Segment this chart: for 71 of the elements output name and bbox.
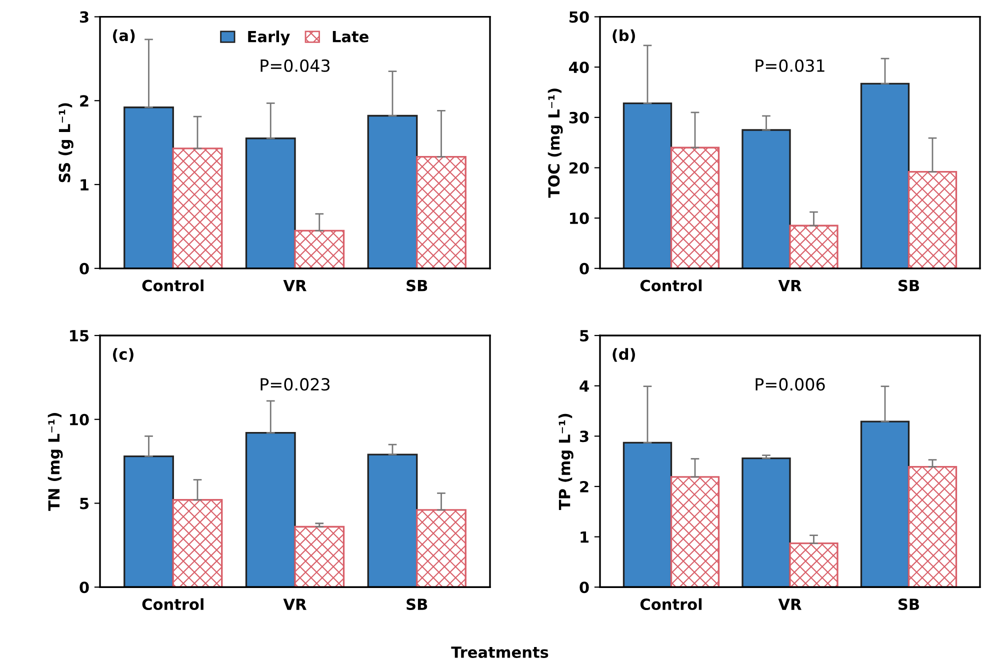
y-tick-label: 5 xyxy=(580,330,589,342)
bar xyxy=(172,499,223,588)
text: (b) xyxy=(612,29,635,43)
bar xyxy=(245,432,296,588)
legend-label: Early xyxy=(248,30,290,46)
text: (d) xyxy=(612,348,635,362)
x-tick-label: SB xyxy=(406,280,428,292)
x-tick-label: SB xyxy=(406,598,428,610)
x-tick-label: SB xyxy=(898,598,919,610)
bar xyxy=(908,466,958,588)
text: (c) xyxy=(113,348,134,362)
bar xyxy=(860,82,910,268)
annotation: P=0.031 xyxy=(756,59,824,72)
y-tick-label: 0 xyxy=(80,582,89,594)
y-tick-label: 0 xyxy=(580,582,589,594)
bar xyxy=(294,526,345,588)
x-axis-title: Treatments xyxy=(451,646,548,658)
bar xyxy=(670,476,720,588)
bar xyxy=(416,509,466,588)
bar xyxy=(622,442,672,588)
y-tick-label: 3 xyxy=(580,430,588,442)
y-tick-label: 50 xyxy=(570,11,589,23)
x-tick-label: Control xyxy=(142,598,204,610)
y-tick-label: 30 xyxy=(569,112,589,124)
y-tick-label: 15 xyxy=(70,330,89,342)
bar xyxy=(789,224,838,268)
y-tick-label: 1 xyxy=(580,531,589,543)
bar xyxy=(622,102,672,268)
y-axis-title: SS (g L⁻¹) xyxy=(58,103,74,182)
annotation: P=0.023 xyxy=(260,378,330,391)
y-axis-title: TOC (mg L⁻¹) xyxy=(548,88,563,198)
bar xyxy=(742,457,791,588)
y-tick-label: 0 xyxy=(580,262,589,274)
bar xyxy=(416,156,466,268)
bar xyxy=(908,170,958,268)
x-tick-label: Control xyxy=(640,280,702,292)
text: (a) xyxy=(113,29,135,43)
x-tick-label: VR xyxy=(283,280,306,292)
y-tick-label: 3 xyxy=(80,11,88,23)
x-tick-label: Control xyxy=(640,598,702,610)
y-tick-label: 2 xyxy=(580,480,588,492)
y-tick-label: 4 xyxy=(580,380,589,392)
y-tick-label: 10 xyxy=(570,212,589,224)
bar xyxy=(124,455,174,588)
x-tick-label: VR xyxy=(778,280,802,292)
y-tick-label: 1 xyxy=(80,179,89,190)
bar xyxy=(124,106,174,268)
annotation: P=0.006 xyxy=(756,378,825,391)
x-tick-label: Control xyxy=(142,280,204,292)
bar xyxy=(294,230,345,268)
bar xyxy=(367,114,418,268)
annotation: P=0.043 xyxy=(260,59,330,72)
y-tick-label: 5 xyxy=(80,498,89,510)
bar xyxy=(172,148,223,268)
legend-label: Late xyxy=(332,30,368,42)
y-axis-title: TN (mg L⁻¹) xyxy=(48,413,63,511)
bar xyxy=(670,146,720,268)
x-tick-label: VR xyxy=(283,598,306,610)
y-tick-label: 0 xyxy=(80,262,89,274)
bar xyxy=(860,420,910,588)
x-tick-label: SB xyxy=(898,280,919,292)
y-tick-label: 40 xyxy=(569,62,589,74)
y-axis-title: TP (mg L⁻¹) xyxy=(558,414,574,510)
y-tick-label: 2 xyxy=(80,95,88,106)
y-tick-label: 20 xyxy=(570,162,589,174)
bar xyxy=(245,138,296,268)
y-tick-label: 10 xyxy=(70,414,89,426)
bar xyxy=(742,129,791,268)
bar xyxy=(367,454,418,588)
x-tick-label: VR xyxy=(778,598,802,610)
bar xyxy=(789,542,838,588)
